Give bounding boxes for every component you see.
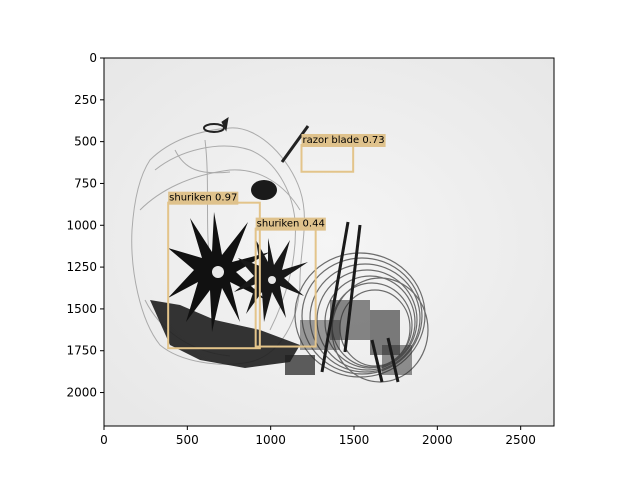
detection-label-background <box>301 133 386 147</box>
y-tick-label: 2000 <box>66 386 97 400</box>
y-axis: 0 250 500 750 1000 1250 1500 1750 2000 <box>66 51 104 400</box>
y-tick-label: 1500 <box>66 302 97 316</box>
x-tick-label: 0 <box>100 433 108 447</box>
y-tick-label: 0 <box>89 51 97 65</box>
dark-oval-object <box>251 180 277 200</box>
x-axis: 0 500 1000 1500 2000 2500 <box>100 426 536 447</box>
y-tick-label: 1750 <box>66 344 97 358</box>
x-tick-label: 1500 <box>339 433 370 447</box>
detection-label-background <box>255 217 326 231</box>
razor-blade-shadow <box>280 125 310 163</box>
axes-frame <box>103 57 555 427</box>
x-tick-label: 1000 <box>255 433 286 447</box>
bag-knot <box>203 116 229 133</box>
y-tick-label: 250 <box>74 93 97 107</box>
rods <box>320 221 400 383</box>
detection-label: shuriken 0.44 <box>257 219 325 230</box>
detection-2: shuriken 0.44 <box>254 217 326 348</box>
y-tick-label: 1000 <box>66 218 97 232</box>
detection-1: shuriken 0.97 <box>167 191 261 350</box>
x-tick-label: 2500 <box>505 433 536 447</box>
xray-image <box>104 58 554 426</box>
x-tick-label: 500 <box>176 433 199 447</box>
detection-label: shuriken 0.97 <box>169 193 237 204</box>
detection-label-background <box>168 191 239 205</box>
y-tick-label: 500 <box>74 135 97 149</box>
y-tick-label: 1250 <box>66 260 97 274</box>
shuriken-small <box>234 238 308 322</box>
x-tick-label: 2000 <box>422 433 453 447</box>
detection-label: razor blade 0.73 <box>303 135 385 146</box>
detections: razor blade 0.73 shuriken 0.97 shuriken 0.… <box>167 133 386 350</box>
detection-0: razor blade 0.73 <box>300 133 386 173</box>
y-tick-label: 750 <box>74 176 97 190</box>
shuriken-large <box>168 212 270 332</box>
